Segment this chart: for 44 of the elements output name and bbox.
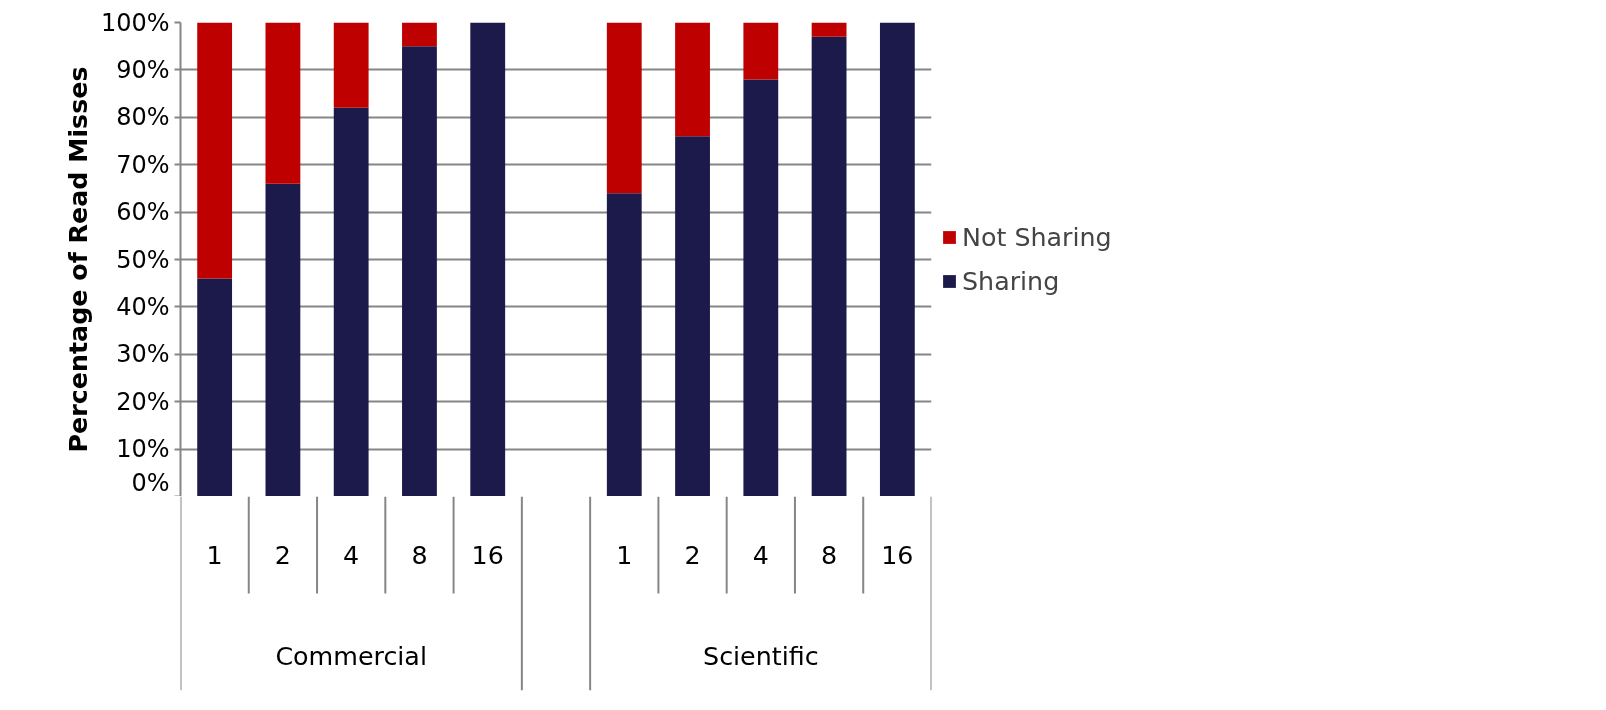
- bar: [402, 46, 437, 496]
- legend-label: Not Sharing: [962, 222, 1112, 252]
- y-tick-label: 60%: [116, 198, 170, 227]
- bar: [811, 36, 847, 496]
- bar: [197, 22, 233, 279]
- y-tick-label: 90%: [116, 55, 170, 84]
- x-tick-label: 4: [343, 539, 360, 570]
- y-tick-label: 20%: [116, 387, 170, 416]
- bar: [197, 278, 233, 496]
- bar: [606, 193, 642, 496]
- bar: [402, 22, 437, 47]
- bar: [743, 22, 779, 80]
- y-tick-label: 40%: [116, 292, 170, 321]
- bar: [879, 22, 915, 496]
- x-tick-label: 8: [411, 539, 428, 570]
- y-tick-label: 30%: [116, 340, 170, 369]
- x-tick-label: 4: [752, 539, 769, 570]
- bar: [743, 79, 779, 496]
- bar: [333, 22, 369, 108]
- text: Scientific: [703, 640, 819, 671]
- legend-label: Sharing: [962, 266, 1060, 296]
- y-tick-label: 70%: [116, 150, 170, 179]
- x-tick-label: 16: [471, 539, 504, 570]
- y-tick-label: 50%: [116, 245, 170, 274]
- x-tick-label: 2: [274, 539, 291, 570]
- bar: [606, 22, 642, 194]
- bar: [811, 22, 847, 37]
- y-axis-title: Percentage of Read Misses: [62, 66, 93, 453]
- x-tick-label: 2: [684, 539, 701, 570]
- bar: [675, 22, 710, 137]
- x-tick-label: 16: [881, 539, 914, 570]
- bar: [265, 22, 301, 184]
- x-tick-label: 1: [616, 539, 633, 570]
- bar: [333, 107, 369, 496]
- x-tick-label: 1: [206, 539, 223, 570]
- y-tick-label: 80%: [116, 103, 170, 132]
- y-tick-label: 100%: [100, 8, 170, 37]
- bar: [675, 136, 710, 496]
- x-tick-label: 8: [821, 539, 838, 570]
- text: Commercial: [275, 640, 427, 671]
- y-tick-label: 10%: [116, 435, 170, 464]
- y-tick-label: 0%: [131, 468, 170, 497]
- bar: [265, 183, 301, 496]
- bar: [470, 22, 506, 496]
